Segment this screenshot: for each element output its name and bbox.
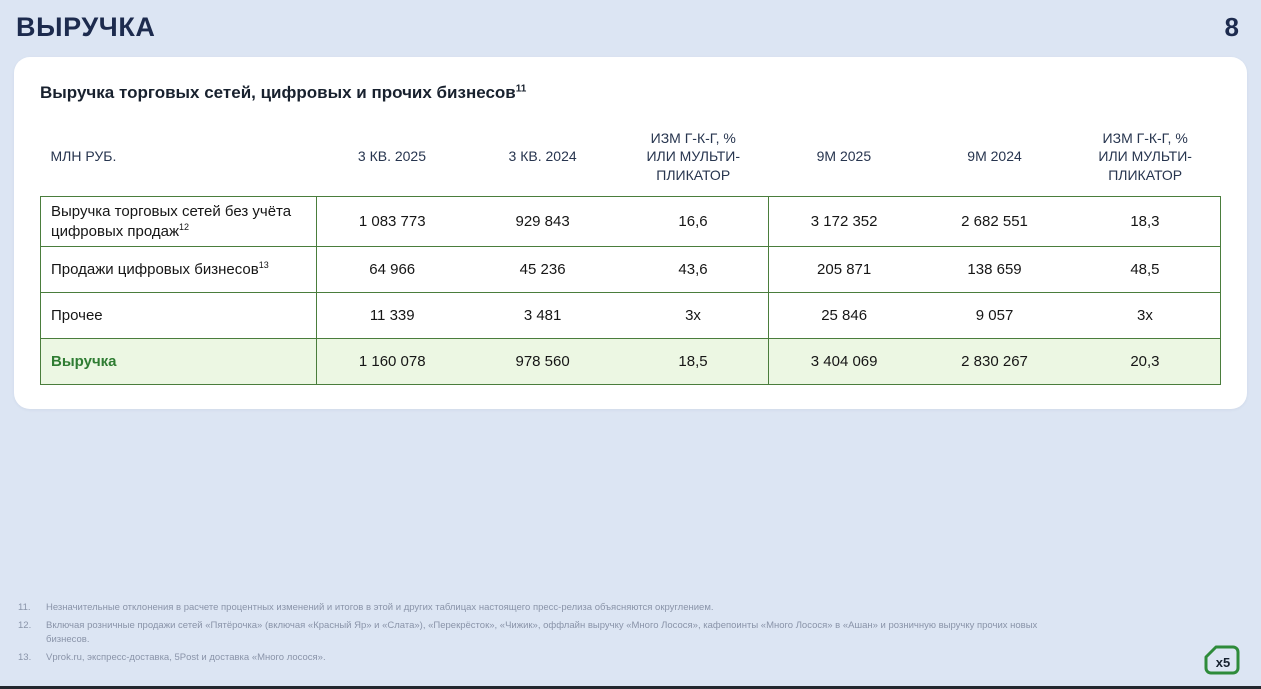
- cell-change-q3: 43,6: [617, 246, 770, 293]
- row-label-text: Продажи цифровых бизнесов: [51, 261, 259, 279]
- cell-9m-2025: 25 846: [768, 292, 920, 339]
- revenue-table: МЛН РУБ. 3 КВ. 2025 3 КВ. 2024 ИЗМ Г-К-Г…: [39, 123, 1221, 386]
- revenue-table-card: Выручка торговых сетей, цифровых и прочи…: [14, 57, 1247, 409]
- cell-q3-2025: 1 160 078: [316, 338, 468, 386]
- header-row: МЛН РУБ. 3 КВ. 2025 3 КВ. 2024 ИЗМ Г-К-Г…: [41, 123, 1221, 197]
- row-footnote-ref: 13: [258, 260, 269, 271]
- col-header-change-9m: ИЗМ Г-К-Г, % ИЛИ МУЛЬТИ-ПЛИКАТОР: [1098, 130, 1192, 183]
- bottom-edge-bar: [0, 686, 1261, 689]
- footnote-number: 11.: [18, 602, 31, 613]
- row-label: Продажи цифровых бизнесов13: [39, 246, 318, 293]
- row-label-text: Выручка торговых сетей без учёта цифровы…: [51, 203, 292, 240]
- table-title: Выручка торговых сетей, цифровых и прочи…: [40, 83, 1221, 103]
- row-label-text: Прочее: [51, 307, 103, 325]
- cell-q3-2024: 929 843: [467, 196, 618, 247]
- cell-q3-2025: 1 083 773: [316, 196, 468, 247]
- footnote-12: 12. Включая розничные продажи сетей «Пят…: [18, 619, 1138, 646]
- table-row-other: Прочее 11 339 3 481 3x 25 846 9 057 3x: [39, 292, 1221, 339]
- col-header-q3-2025: 3 КВ. 2025: [357, 148, 426, 165]
- cell-9m-2025: 3 404 069: [768, 338, 920, 386]
- cell-change-q3: 3x: [617, 292, 770, 339]
- col-header-change-q3: ИЗМ Г-К-Г, % ИЛИ МУЛЬТИ-ПЛИКАТОР: [646, 130, 741, 183]
- cell-change-9m: 3x: [1069, 292, 1221, 339]
- cell-9m-2024: 9 057: [919, 292, 1070, 339]
- x5-logo-icon: x5: [1204, 645, 1240, 675]
- footnotes: 11. Незначительные отклонения в расчете …: [18, 601, 1138, 669]
- cell-q3-2025: 11 339: [316, 292, 468, 339]
- table-row-retail-revenue: Выручка торговых сетей без учёта цифровы…: [39, 196, 1221, 247]
- cell-9m-2024: 2 830 267: [919, 338, 1070, 386]
- cell-q3-2024: 978 560: [467, 338, 618, 386]
- cell-q3-2025: 64 966: [316, 246, 468, 293]
- cell-9m-2025: 205 871: [768, 246, 920, 293]
- cell-change-9m: 20,3: [1069, 338, 1221, 386]
- col-header-mln-rub: МЛН РУБ.: [50, 148, 117, 165]
- page-number: 8: [1224, 12, 1239, 42]
- col-header-9m-2025: 9М 2025: [816, 148, 872, 165]
- row-label: Прочее: [39, 292, 318, 339]
- row-footnote-ref: 12: [179, 221, 190, 232]
- table-row-total-revenue: Выручка 1 160 078 978 560 18,5 3 404 069…: [39, 338, 1221, 386]
- row-label-text: Выручка: [51, 353, 117, 371]
- cell-q3-2024: 3 481: [467, 292, 618, 339]
- cell-9m-2024: 2 682 551: [919, 196, 1070, 247]
- x5-logo-text: x5: [1216, 655, 1230, 670]
- cell-change-9m: 18,3: [1069, 196, 1221, 247]
- cell-change-q3: 18,5: [617, 338, 770, 386]
- footnote-number: 12.: [18, 620, 32, 632]
- slide-header: ВЫРУЧКА 8: [0, 0, 1261, 51]
- col-header-9m-2024: 9М 2024: [967, 148, 1022, 165]
- footnote-11: 11. Незначительные отклонения в расчете …: [18, 601, 1138, 614]
- cell-change-q3: 16,6: [617, 196, 770, 247]
- footnote-text: Включая розничные продажи сетей «Пятёроч…: [46, 620, 1038, 645]
- row-label: Выручка: [39, 338, 318, 386]
- x5-logo: x5: [1203, 644, 1241, 681]
- cell-change-9m: 48,5: [1069, 246, 1221, 293]
- cell-9m-2024: 138 659: [919, 246, 1070, 293]
- page-title: ВЫРУЧКА: [16, 12, 156, 42]
- footnote-text: Vprok.ru, экспресс-доставка, 5Post и дос…: [46, 651, 326, 663]
- footnote-13: 13. Vprok.ru, экспресс-доставка, 5Post и…: [18, 651, 1138, 664]
- col-header-q3-2024: 3 КВ. 2024: [508, 148, 577, 165]
- table-title-footnote-ref: 11: [515, 83, 527, 95]
- cell-9m-2025: 3 172 352: [768, 196, 920, 247]
- row-label: Выручка торговых сетей без учёта цифровы…: [39, 196, 318, 247]
- cell-q3-2024: 45 236: [467, 246, 618, 293]
- footnote-number: 13.: [18, 651, 32, 663]
- footnote-text: Незначительные отклонения в расчете проц…: [46, 602, 714, 613]
- table-row-digital-sales: Продажи цифровых бизнесов13 64 966 45 23…: [39, 246, 1221, 293]
- table-title-text: Выручка торговых сетей, цифровых и прочи…: [40, 83, 516, 102]
